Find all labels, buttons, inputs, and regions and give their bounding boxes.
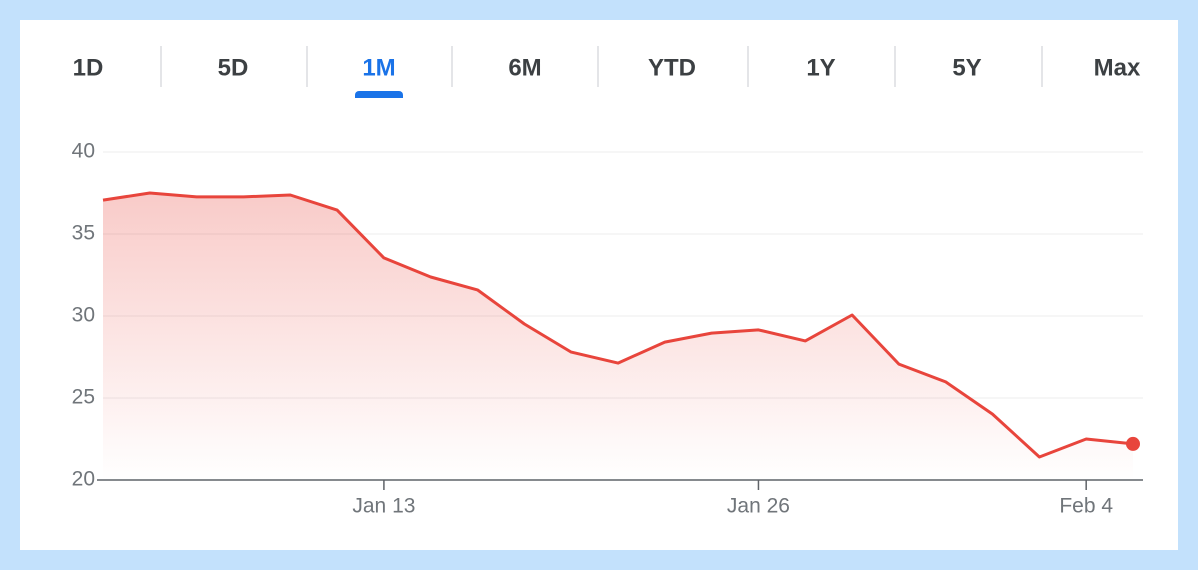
x-tick-label: Feb 4	[1059, 495, 1113, 518]
range-tab[interactable]: 1D	[73, 54, 104, 81]
y-tick-label: 20	[72, 468, 95, 491]
area-fill	[103, 193, 1133, 480]
range-tab[interactable]: 1M	[362, 54, 395, 81]
y-tick-label: 30	[72, 304, 95, 327]
range-tab[interactable]: 6M	[508, 54, 541, 81]
last-point	[1126, 436, 1140, 451]
tab-indicator	[355, 91, 403, 98]
x-tick-label: Jan 26	[727, 495, 790, 518]
y-tick-label: 35	[72, 222, 95, 245]
range-tab[interactable]: 1Y	[806, 54, 835, 81]
range-tab[interactable]: 5Y	[952, 54, 981, 81]
range-tab[interactable]: Max	[1094, 54, 1141, 81]
y-tick-label: 40	[72, 140, 95, 163]
y-tick-label: 25	[72, 386, 95, 409]
range-tab[interactable]: YTD	[648, 54, 696, 81]
range-tab[interactable]: 5D	[218, 54, 249, 81]
price-line	[102, 191, 1134, 459]
x-tick-label: Jan 13	[352, 495, 415, 518]
